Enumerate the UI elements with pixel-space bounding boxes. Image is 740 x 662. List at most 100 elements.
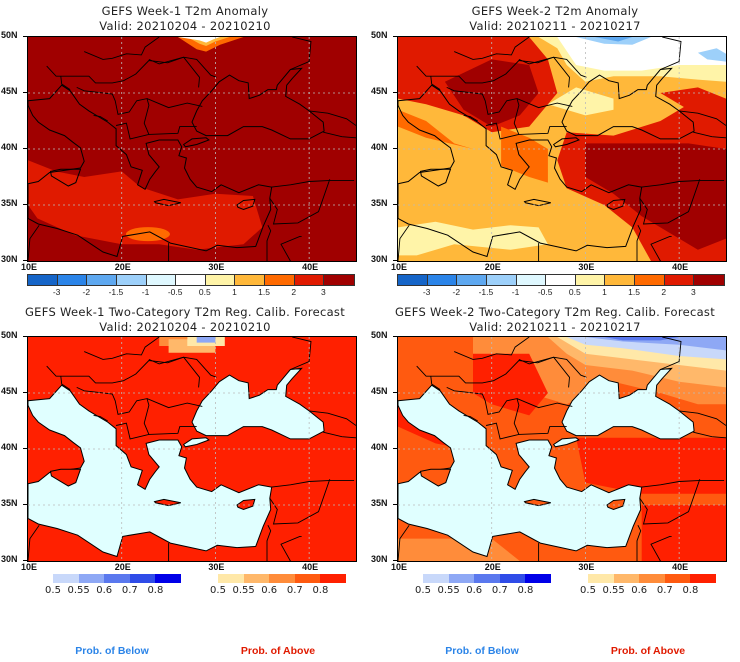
mediterranean-sea <box>552 437 580 448</box>
x-tick-label: 20E <box>114 262 131 272</box>
colorbar-tick-label: 0.5 <box>415 585 431 596</box>
y-tick-mark <box>23 204 27 205</box>
colorbar-swatch <box>294 574 321 583</box>
country-border <box>146 398 203 409</box>
country-border <box>76 86 150 140</box>
y-tick-label: 50N <box>1 330 18 340</box>
country-border <box>463 114 478 122</box>
anomaly-field-1_5to2 <box>125 227 170 242</box>
anomaly-field-2to3 <box>28 160 263 250</box>
anomaly-field-1_5to2 <box>501 126 548 183</box>
colorbar-tick-label: -2 <box>82 287 91 297</box>
y-tick-label: 45N <box>371 86 388 96</box>
y-tick-mark <box>23 504 27 505</box>
colorbar-swatch <box>324 275 354 285</box>
y-tick-label: 40N <box>371 142 388 152</box>
country-border <box>430 76 441 90</box>
country-border <box>93 114 108 122</box>
island <box>606 498 626 511</box>
prob-below-colorbar <box>53 574 181 583</box>
x-tick-label: 10E <box>391 262 408 272</box>
colorbar-swatch <box>265 275 295 285</box>
country-border <box>679 110 726 126</box>
x-tick-label: 10E <box>21 562 38 572</box>
island-coastline <box>236 198 256 211</box>
colorbar-swatch <box>427 275 458 285</box>
coastline <box>561 67 695 140</box>
island <box>236 498 256 511</box>
country-border <box>650 535 672 561</box>
y-tick-mark <box>23 36 27 37</box>
anomaly-field-near-normal <box>177 37 221 43</box>
anomaly-field-2to3 <box>660 87 726 116</box>
y-tick-mark <box>23 336 27 337</box>
colorbar-tick-label: 1 <box>602 287 607 297</box>
y-tick-mark <box>23 448 27 449</box>
colorbar-tick-label: 0.7 <box>491 585 508 596</box>
coastline <box>398 84 643 258</box>
country-border <box>398 524 410 561</box>
panel2-subtitle: Valid: 20210211 - 20210217 <box>469 19 641 33</box>
prob-field-patch <box>473 353 548 416</box>
y-tick-mark <box>23 148 27 149</box>
x-tick-label: 40E <box>302 262 319 272</box>
country-border <box>280 235 302 261</box>
anomaly-field-0_5to1 <box>398 221 548 256</box>
y-tick-mark <box>393 560 397 561</box>
y-tick-label: 50N <box>1 30 18 40</box>
anomaly-field-0_5to1 <box>547 87 614 116</box>
x-tick-label: 30E <box>208 262 225 272</box>
colorbar-tick-label: 0.55 <box>602 585 625 596</box>
country-border <box>84 337 160 360</box>
country-border <box>290 37 312 70</box>
island <box>153 498 181 507</box>
colorbar-swatch <box>474 574 500 583</box>
x-tick-label: 10E <box>21 262 38 272</box>
y-tick-mark <box>393 392 397 393</box>
colorbar-tick-label: -0.5 <box>537 287 553 297</box>
country-border <box>28 524 40 561</box>
country-border <box>639 179 701 225</box>
y-tick-mark <box>393 448 397 449</box>
anomaly-field-near-normal <box>557 37 726 71</box>
colorbar-swatch <box>457 275 487 285</box>
colorbar-tick-label: 0.6 <box>631 585 648 596</box>
map-svg <box>28 337 356 561</box>
colorbar-swatch <box>116 275 147 285</box>
island <box>49 468 82 487</box>
colorbar-swatch <box>320 574 346 583</box>
colorbar-swatch <box>28 275 58 285</box>
colorbar-swatch <box>243 574 270 583</box>
panel4-map <box>397 336 727 562</box>
country-border <box>93 414 108 422</box>
y-tick-label: 30N <box>1 554 18 564</box>
country-border <box>46 356 217 384</box>
country-border <box>309 110 356 126</box>
country-border <box>269 479 331 525</box>
colorbar-swatch <box>205 275 236 285</box>
colorbar-tick-label: -3 <box>422 287 431 297</box>
country-border <box>679 410 726 426</box>
colorbar-tick-label: 2 <box>291 287 297 297</box>
panel4-title: GEFS Week-2 Two-Category T2m Reg. Calib.… <box>394 305 716 319</box>
panel1-map <box>27 36 357 262</box>
country-border <box>148 126 197 135</box>
country-border <box>553 56 570 88</box>
country-border <box>28 224 40 261</box>
colorbar-swatch <box>664 574 691 583</box>
colorbar-tick-label: 0.55 <box>437 585 460 596</box>
country-border <box>639 479 701 525</box>
country-border <box>146 98 203 109</box>
country-border <box>518 356 554 365</box>
prob-above-colorbar <box>588 574 716 583</box>
island <box>523 498 551 507</box>
colorbar-swatch <box>53 574 79 583</box>
colorbar-tick-label: 3 <box>690 287 696 297</box>
x-tick-label: 40E <box>302 562 319 572</box>
panel4-subtitle: Valid: 20210211 - 20210217 <box>469 320 641 334</box>
country-border <box>416 356 587 384</box>
country-border <box>76 386 150 440</box>
prob-field-patch <box>196 337 216 343</box>
prob-below-label-right: Prob. of Below <box>445 645 519 657</box>
panel1-subtitle: Valid: 20210204 - 20210210 <box>99 19 271 33</box>
